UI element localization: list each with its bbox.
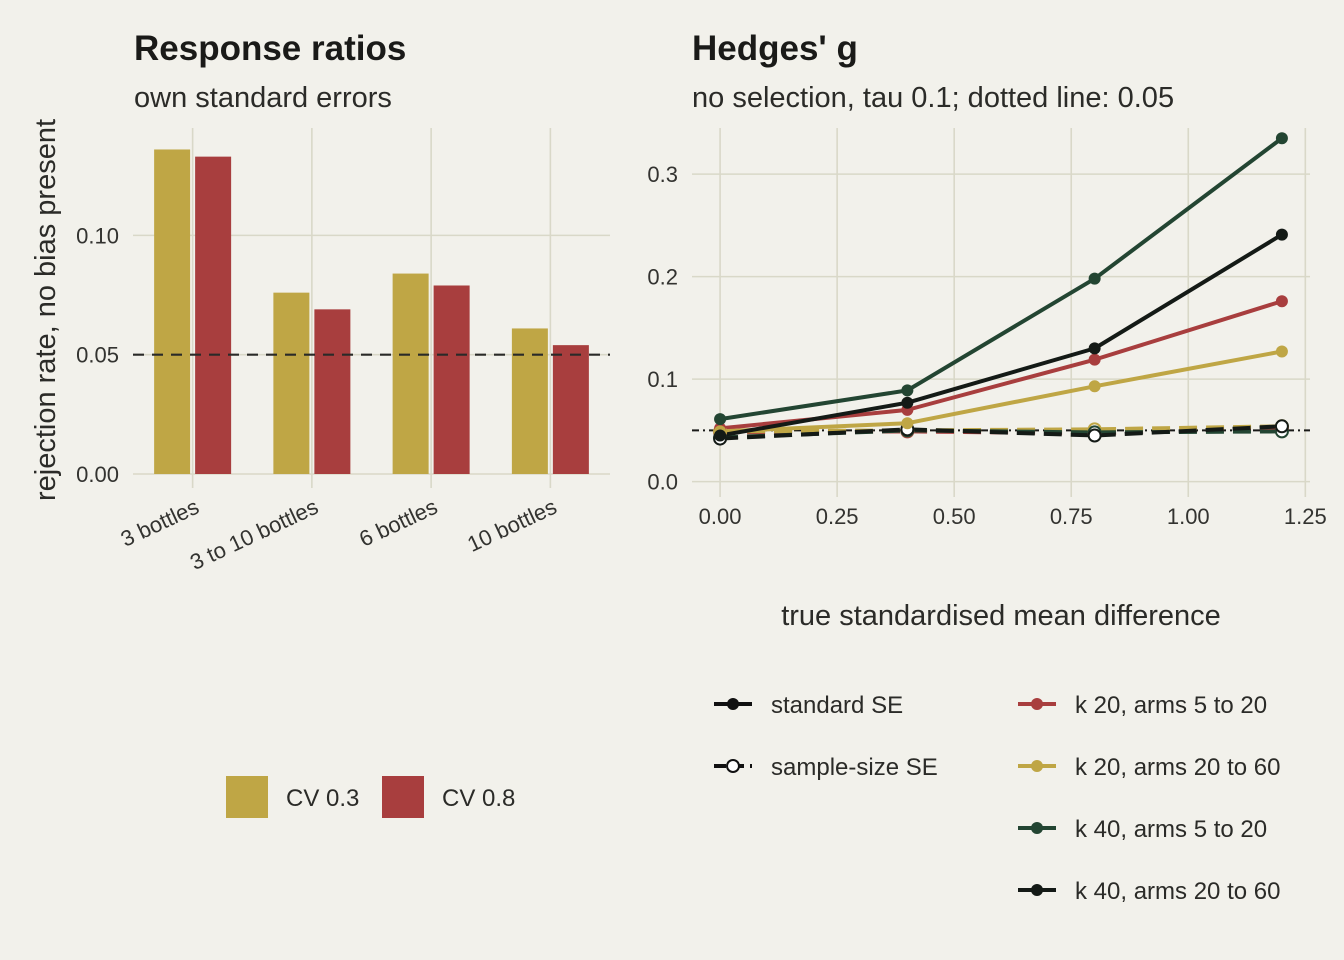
legend-key-point-k-40-arms-20-to-60 — [1031, 884, 1043, 896]
point-k-40-arms-20-to-60-standard-se — [1088, 342, 1101, 355]
legend-key-point-k-20-arms-20-to-60 — [1031, 760, 1043, 772]
point-k-20-arms-5-to-20-standard-se — [1275, 295, 1288, 308]
bar-chart-y-ticks: 0.00 0.05 0.10 — [76, 223, 119, 487]
bar-cv-0-8-10-bottles — [552, 345, 589, 474]
y-tick-label: 0.10 — [76, 223, 119, 248]
x-tick-label: 0.00 — [699, 504, 742, 529]
bar-chart-y-axis-label: rejection rate, no bias present — [30, 119, 62, 501]
legend-label-sample-size-se: sample-size SE — [771, 754, 938, 781]
bar-cv-0-8-3-to-10-bottles — [314, 309, 351, 474]
legend-key-point-sample-size-se — [726, 759, 740, 773]
y-tick-label: 0.3 — [647, 162, 678, 187]
legend-label-k-40-arms-5-to-20: k 40, arms 5 to 20 — [1075, 816, 1267, 843]
line-chart-title: Hedges' g — [692, 29, 858, 68]
series-line-k-20-arms-20-to-60-standard-se — [720, 349, 1283, 434]
y-tick-label: 0.1 — [647, 367, 678, 392]
panel-response-ratios: Response ratios own standard errors reje… — [30, 29, 610, 818]
point-k-20-arms-20-to-60-standard-se — [1088, 380, 1101, 393]
x-tick-label: 0.25 — [816, 504, 859, 529]
line-chart-y-ticks: 0.0 0.1 0.2 0.3 — [647, 162, 678, 495]
legend-key-cv-0-3 — [226, 776, 268, 818]
x-tick-label: 0.50 — [933, 504, 976, 529]
bar-cv-0-8-3-bottles — [195, 156, 232, 475]
point-k-40-arms-20-to-60-sample-size-se — [1087, 428, 1102, 443]
legend-label-cv-0-3: CV 0.3 — [286, 785, 359, 812]
panel-hedges-g: Hedges' g no selection, tau 0.1; dotted … — [647, 29, 1326, 905]
bar-chart-title: Response ratios — [134, 29, 406, 68]
series-line-k-40-arms-5-to-20-standard-se — [719, 136, 1284, 422]
point-k-20-arms-20-to-60-standard-se — [901, 417, 914, 430]
bar-chart-legend: CV 0.3 CV 0.8 — [226, 776, 515, 818]
bar-chart-subtitle: own standard errors — [134, 82, 392, 114]
legend-key-cv-0-8 — [382, 776, 424, 818]
x-tick-label: 0.75 — [1050, 504, 1093, 529]
bar-cv-0-8-6-bottles — [433, 285, 470, 474]
y-tick-label: 0.2 — [647, 265, 678, 290]
line-chart-series — [713, 132, 1289, 446]
point-k-20-arms-20-to-60-standard-se — [1275, 345, 1288, 358]
legend-label-k-20-arms-5-to-20: k 20, arms 5 to 20 — [1075, 692, 1267, 719]
legend-key-point-standard-se — [727, 698, 739, 710]
point-k-40-arms-5-to-20-standard-se — [1088, 272, 1101, 285]
bar-chart-bars — [154, 149, 589, 475]
x-tick-label: 1.25 — [1284, 504, 1327, 529]
legend-label-k-20-arms-20-to-60: k 20, arms 20 to 60 — [1075, 754, 1280, 781]
bar-cv-0-3-3-to-10-bottles — [273, 292, 310, 474]
series-line-k-40-arms-20-to-60-sample-size-se — [719, 424, 1283, 441]
point-k-40-arms-20-to-60-standard-se — [901, 396, 914, 409]
legend-label-cv-0-8: CV 0.8 — [442, 785, 515, 812]
point-k-40-arms-20-to-60-standard-se — [1275, 228, 1288, 241]
point-k-20-arms-5-to-20-standard-se — [1088, 353, 1101, 366]
bar-cv-0-3-3-bottles — [154, 149, 191, 474]
y-tick-label: 0.05 — [76, 343, 119, 368]
line-chart-subtitle: no selection, tau 0.1; dotted line: 0.05 — [692, 82, 1174, 114]
point-k-40-arms-5-to-20-standard-se — [1275, 132, 1288, 145]
line-chart-x-axis-label: true standardised mean difference — [781, 600, 1221, 632]
y-tick-label: 0.0 — [647, 470, 678, 495]
point-k-40-arms-20-to-60-standard-se — [714, 429, 727, 442]
legend-key-point-k-40-arms-5-to-20 — [1031, 822, 1043, 834]
bar-cv-0-3-10-bottles — [511, 328, 548, 474]
x-tick-label: 1.00 — [1167, 504, 1210, 529]
series-line-k-40-arms-20-to-60-standard-se — [719, 232, 1283, 438]
y-tick-label: 0.00 — [76, 462, 119, 487]
point-k-40-arms-20-to-60-sample-size-se — [1274, 419, 1289, 434]
legend-label-k-40-arms-20-to-60: k 40, arms 20 to 60 — [1075, 878, 1280, 905]
legend-label-standard-se: standard SE — [771, 692, 903, 719]
line-chart-x-ticks: 0.00 0.25 0.50 0.75 1.00 1.25 — [699, 504, 1327, 529]
point-k-40-arms-5-to-20-standard-se — [901, 384, 914, 397]
bar-cv-0-3-6-bottles — [392, 273, 429, 474]
line-chart-legend: standard SE sample-size SE k 20, arms 5 to… — [714, 692, 1280, 905]
legend-key-point-k-20-arms-5-to-20 — [1031, 698, 1043, 710]
point-k-40-arms-5-to-20-standard-se — [714, 413, 727, 426]
